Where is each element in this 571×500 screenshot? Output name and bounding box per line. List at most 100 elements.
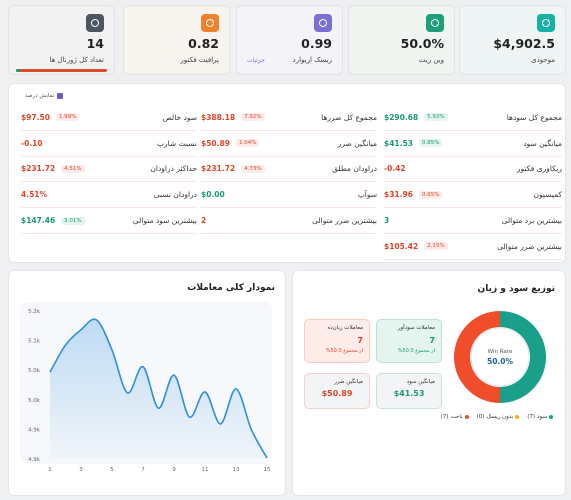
value-text: $290.68	[384, 112, 419, 122]
checkbox[interactable]	[57, 93, 64, 99]
card-label: پرافیت فکتور	[180, 56, 219, 64]
line	[49, 318, 268, 459]
card-value: 0.99	[301, 36, 332, 51]
stat-row: ریکاوری فکتور -0.42	[384, 157, 562, 183]
stat-row: میانگین سود $41.53 0.85%	[384, 131, 562, 157]
legend-dot	[549, 415, 553, 419]
percent-badge: 0.65%	[418, 190, 443, 199]
summary-box: میانگین سود $41.53	[376, 373, 442, 409]
legend-entry: باخت (7)	[441, 414, 469, 420]
stat-value: 3	[384, 216, 389, 225]
card-icon	[314, 14, 332, 32]
stat-label: بیشترین ضرر متوالی	[497, 241, 562, 251]
value-text: $50.89	[201, 138, 230, 148]
stat-label: بیشترین برد متوالی	[501, 216, 562, 226]
box-value: $41.53	[393, 389, 425, 398]
stat-value: $31.96 0.65%	[384, 190, 443, 199]
card-icon	[201, 14, 219, 32]
box-title: معاملات زیان‌ده	[327, 325, 363, 331]
stat-card: 0.82 پرافیت فکتور	[123, 5, 230, 75]
box-note: از مجموع 50.0%	[397, 348, 435, 354]
value-text: $0.00	[201, 190, 225, 200]
x-tick-label: 3	[79, 467, 83, 473]
stat-row: بیشترین سود متوالی $147.46 3.01%	[21, 208, 197, 234]
toggle-label: نمایش درصد	[25, 93, 55, 99]
stats-panel: نمایش درصد مجموع کل سودها $290.68 5.93% میا…	[8, 83, 566, 263]
card-icon	[537, 14, 555, 32]
value-text: 2	[201, 216, 207, 226]
stat-row: بیشترین برد متوالی 3	[384, 208, 562, 234]
percent-badge: 1.99%	[55, 113, 80, 122]
percent-badge: 2.15%	[424, 242, 448, 251]
legend-label: سود	[537, 414, 547, 420]
box-title: میانگین ضرر	[334, 379, 363, 385]
stat-row: بیشترین ضرر متوالی 2	[201, 208, 377, 234]
stat-label: دراودان مطلق	[332, 164, 377, 174]
card-value: $4,902.5	[493, 36, 555, 51]
pie-slice	[454, 311, 500, 403]
percent-badge: 0.85%	[418, 139, 443, 148]
card-icon	[86, 14, 104, 32]
stat-value: 4.51%	[21, 190, 47, 199]
box-value: 7	[357, 336, 363, 345]
value-text: $388.18	[201, 112, 236, 122]
stat-label: کمیسیون	[533, 190, 562, 200]
x-tick-label: 13	[233, 467, 240, 473]
stat-row: بیشترین ضرر متوالی $105.42 2.15%	[384, 234, 562, 260]
legend-dot	[464, 415, 469, 419]
stat-row: نسبت شارپ -0.10	[21, 131, 197, 157]
y-tick-label: 4.9k	[28, 427, 41, 433]
percent-toggle[interactable]: نمایش درصد	[25, 93, 64, 99]
stat-value: $231.72 4.73%	[201, 164, 265, 173]
stat-label: مجموع کل ضررها	[321, 112, 377, 122]
value-text: $41.53	[384, 138, 413, 148]
area-fill	[50, 319, 267, 459]
summary-box: میانگین ضرر $50.89	[304, 373, 370, 409]
legend-label: بدون ریسک	[486, 414, 514, 420]
legend-count: (7)	[440, 414, 449, 420]
x-tick-label: 9	[172, 467, 176, 473]
stats-column: مجموع کل ضررها $388.18 7.92% میانگین ضرر $50…	[201, 105, 377, 234]
legend-entry: بدون ریسک (0)	[477, 414, 520, 420]
stat-value: $388.18 7.92%	[201, 113, 265, 122]
x-tick-label: 7	[141, 467, 145, 473]
card-label: تعداد کل ژورنال ها	[49, 56, 104, 64]
card-label: وین ریت	[418, 56, 444, 64]
percent-badge: 4.73%	[241, 164, 265, 173]
card-label: موجودی	[531, 56, 555, 64]
stats-column: سود خالص $97.50 1.99% نسبت شارپ -0.10 حداکثر …	[21, 105, 197, 234]
stat-value: $41.53 0.85%	[384, 138, 443, 148]
progress-bar	[16, 69, 107, 72]
y-tick-label: 5.0k	[28, 398, 41, 404]
stat-row: مجموع کل ضررها $388.18 7.92%	[201, 105, 377, 131]
stat-label: نسبت شارپ	[156, 138, 197, 148]
stat-card: 14 تعداد کل ژورنال ها	[8, 5, 115, 75]
card-value: 50.0%	[400, 36, 444, 51]
percent-badge: 7.92%	[241, 113, 265, 122]
value-text: 3	[384, 216, 390, 226]
legend-entry: سود (7)	[527, 414, 553, 420]
y-tick-label: 4.9k	[28, 457, 41, 463]
y-tick-label: 5.2k	[28, 309, 41, 315]
card-value: 14	[86, 36, 104, 51]
x-tick-label: 11	[202, 467, 209, 473]
donut-hole	[470, 327, 530, 387]
stat-label: میانگین سود	[523, 138, 562, 148]
stat-value: $97.50 1.99%	[21, 113, 80, 122]
box-note: از مجموع 50.0%	[325, 348, 363, 354]
stat-label: حداکثر دراودان	[150, 164, 197, 174]
pie-slice	[500, 311, 546, 403]
summary-box: معاملات زیان‌ده 7 از مجموع 50.0%	[304, 319, 370, 363]
percent-badge: 3.01%	[61, 216, 85, 225]
chart-title: نمودار کلی معاملات	[187, 283, 275, 293]
stat-row: دراودان مطلق $231.72 4.73%	[201, 157, 377, 183]
legend-dot	[515, 415, 520, 419]
stat-label: بیشترین سود متوالی	[132, 216, 197, 226]
x-tick-label: 1	[48, 467, 52, 473]
stat-label: میانگین ضرر	[337, 138, 377, 148]
stat-row: مجموع کل سودها $290.68 5.93%	[384, 105, 562, 131]
value-text: $147.46	[21, 216, 56, 226]
stat-card: $4,902.5 موجودی	[459, 5, 566, 75]
details-link[interactable]: جزئیات	[247, 57, 265, 64]
